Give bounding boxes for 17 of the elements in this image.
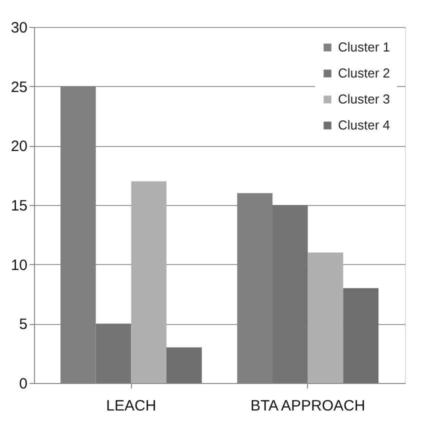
legend-label: Cluster 3	[338, 92, 390, 106]
legend-label: Cluster 2	[338, 66, 390, 80]
bar	[131, 181, 166, 383]
y-tick-label: 15	[10, 198, 28, 214]
y-tick-label: 0	[19, 376, 28, 392]
y-tick-label: 30	[10, 20, 28, 36]
legend-label: Cluster 4	[338, 118, 390, 132]
x-tick-label: LEACH	[106, 398, 156, 414]
y-tick-label: 20	[10, 138, 28, 156]
legend-label: Cluster 1	[338, 40, 390, 54]
bar	[166, 347, 202, 383]
bar	[308, 252, 344, 383]
x-tick-label: BTA APPROACH	[250, 398, 366, 414]
y-tick-label: 25	[10, 78, 28, 96]
bar	[343, 288, 378, 383]
y-tick-label: 5	[19, 316, 28, 334]
y-tick-label: 10	[10, 256, 28, 274]
